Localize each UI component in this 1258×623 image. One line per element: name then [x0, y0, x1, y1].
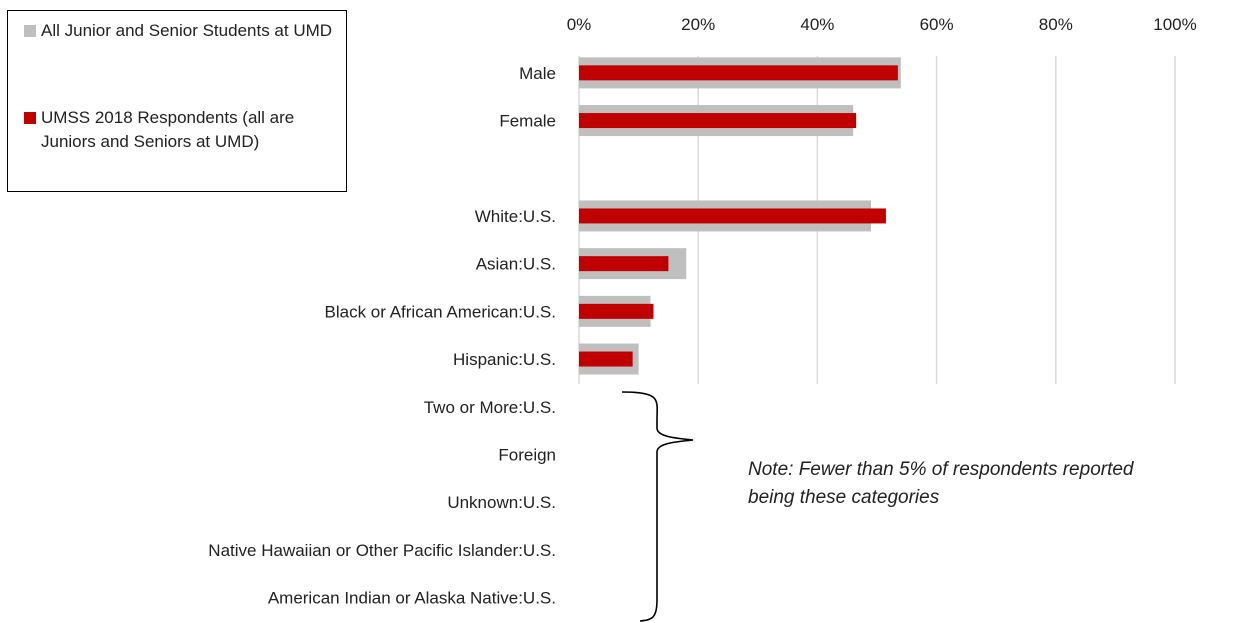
x-axis-tick-labels: 0% 20% 40% 60% 80% 100%	[567, 15, 1197, 34]
category-label: Native Hawaiian or Other Pacific Islande…	[208, 541, 556, 560]
bar-respondents	[579, 303, 654, 319]
category-labels: Male Female White:U.S. Asian:U.S. Black or A…	[208, 64, 556, 608]
category-label: American Indian or Alaska Native:U.S.	[268, 589, 556, 608]
x-tick-label: 80%	[1039, 15, 1073, 34]
bar-respondents	[579, 351, 633, 367]
legend-label-all-students: All Junior and Senior Students at UMD	[41, 21, 333, 40]
category-label: Foreign	[498, 445, 556, 464]
bar-respondents	[579, 256, 669, 272]
x-tick-label: 40%	[800, 15, 834, 34]
legend-label-respondents: UMSS 2018 Respondents (all are Juniors a…	[41, 108, 295, 151]
bar-respondents	[579, 113, 857, 129]
bars	[579, 57, 901, 375]
brace-shape	[621, 391, 694, 622]
category-label: White:U.S.	[475, 207, 556, 226]
category-label: Asian:U.S.	[476, 255, 556, 274]
legend-item-respondents: UMSS 2018 Respondents (all are Juniors a…	[24, 106, 344, 154]
x-tick-label: 0%	[567, 15, 592, 34]
annotation-note: Note: Fewer than 5% of respondents repor…	[748, 459, 1135, 508]
category-label: Two or More:U.S.	[424, 398, 556, 417]
x-tick-label: 100%	[1153, 15, 1196, 34]
category-label: Black or African American:U.S.	[325, 302, 556, 321]
legend: All Junior and Senior Students at UMD UM…	[7, 10, 347, 192]
legend-swatch-gray	[24, 25, 36, 37]
category-label: Hispanic:U.S.	[453, 350, 556, 369]
annotation-line: Note: Fewer than 5% of respondents repor…	[748, 459, 1135, 480]
x-tick-label: 20%	[681, 15, 715, 34]
annotation-line: being these categories	[748, 487, 940, 508]
category-label: Female	[499, 112, 556, 131]
category-label: Male	[519, 64, 556, 83]
legend-item-all-students: All Junior and Senior Students at UMD	[24, 19, 344, 43]
bar-respondents	[579, 208, 886, 224]
bar-respondents	[579, 65, 898, 81]
x-tick-label: 60%	[920, 15, 954, 34]
category-label: Unknown:U.S.	[447, 493, 556, 512]
legend-swatch-red	[24, 112, 36, 124]
